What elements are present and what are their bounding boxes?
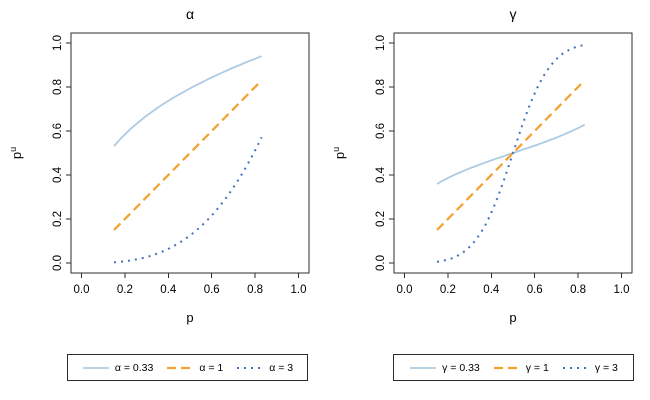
y-tick-label: 1.0: [375, 35, 387, 51]
plot-title: γ: [510, 6, 517, 22]
x-tick-label: 0.2: [440, 284, 456, 296]
y-tick-label: 0.0: [375, 255, 387, 271]
legend-line-sample-dashed: [167, 366, 194, 369]
plot-title: α: [186, 6, 194, 22]
x-tick-label: 1.0: [614, 284, 630, 296]
y-axis-label: pu: [331, 147, 347, 159]
y-tick-label: 0.2: [52, 211, 64, 227]
legend-label: α = 1: [199, 361, 224, 374]
legend-line-sample-dashed: [493, 366, 520, 369]
y-tick-label: 0.4: [375, 166, 387, 183]
y-tick-label: 0.8: [375, 79, 387, 95]
x-tick-label: 0.4: [483, 284, 500, 296]
y-tick-label: 0.0: [52, 255, 64, 271]
x-tick-label: 0.6: [204, 284, 220, 296]
x-axis-label: p: [186, 310, 193, 325]
series-line-dashed: [113, 79, 263, 231]
legend-item-gamma-3: γ = 3: [562, 362, 618, 374]
legend-alpha: α = 0.33 α = 1 α = 3: [67, 354, 308, 381]
y-tick-label: 0.8: [52, 79, 64, 95]
legend-label: α = 3: [269, 361, 294, 374]
plot-box: [70, 32, 310, 274]
legend-line-sample-dotted: [237, 366, 264, 369]
x-tick-label: 0.2: [117, 284, 133, 296]
legend-label: γ = 3: [594, 361, 618, 374]
legend-label: α = 0.33: [114, 361, 154, 374]
legend-label: γ = 0.33: [442, 361, 480, 374]
x-tick-label: 0.4: [160, 284, 177, 296]
x-tick-label: 1.0: [291, 284, 307, 296]
legend-line-sample-dotted: [562, 366, 589, 369]
legend-item-alpha-1: α = 1: [166, 362, 223, 374]
y-tick-label: 0.6: [375, 123, 387, 139]
x-tick-label: 0.6: [527, 284, 543, 296]
y-tick-label: 0.2: [375, 211, 387, 227]
plot-box: [393, 32, 633, 274]
legend-line-sample-solid: [410, 366, 437, 369]
legend-item-gamma-033: γ = 0.33: [409, 362, 480, 374]
legend-item-alpha-3: α = 3: [236, 362, 293, 374]
series-line-dotted: [436, 43, 585, 263]
y-tick-label: 0.4: [52, 166, 64, 183]
series-line-solid: [113, 55, 262, 147]
x-tick-label: 0.8: [570, 284, 586, 296]
y-tick-label: 0.6: [52, 123, 64, 139]
legend-gamma: γ = 0.33 γ = 1 γ = 3: [393, 354, 634, 381]
y-tick-label: 1.0: [52, 35, 64, 51]
x-tick-label: 0.0: [74, 284, 90, 296]
series-line-dashed: [436, 79, 586, 231]
legend-item-gamma-1: γ = 1: [493, 362, 549, 374]
x-tick-label: 0.8: [247, 284, 263, 296]
legend-label: γ = 1: [525, 361, 549, 374]
legend-item-alpha-033: α = 0.33: [82, 362, 153, 374]
x-axis-label: p: [509, 310, 516, 325]
legend-line-sample-solid: [82, 366, 109, 369]
x-tick-label: 0.0: [397, 284, 413, 296]
y-axis-label: pu: [8, 147, 24, 159]
